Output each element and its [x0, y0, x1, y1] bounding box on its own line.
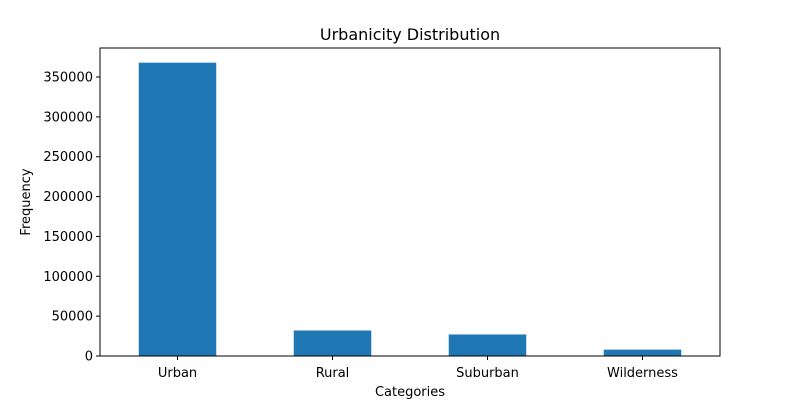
bar-wilderness	[603, 349, 682, 356]
bar-suburban	[448, 334, 527, 356]
y-tick-label: 300000	[43, 110, 93, 125]
y-tick-label: 50000	[52, 310, 93, 325]
y-axis: 0 50000 100000 150000 200000 250000 300000 3500…	[43, 71, 100, 365]
plot-frame	[99, 47, 721, 357]
y-tick-label: 350000	[43, 71, 93, 86]
y-tick-label: 150000	[43, 230, 93, 245]
x-tick-label: Wilderness	[607, 366, 678, 381]
x-axis-label: Categories	[375, 385, 445, 400]
y-tick-label: 100000	[43, 270, 93, 285]
y-tick-label: 0	[85, 350, 93, 365]
y-axis-label: Frequency	[19, 168, 34, 235]
y-tick-label: 200000	[43, 190, 93, 205]
x-tick-label: Rural	[316, 366, 350, 381]
bar-rural	[293, 330, 372, 356]
bars-layer	[138, 62, 682, 357]
x-tick-label: Urban	[158, 366, 197, 381]
x-axis: Urban Rural Suburban Wilderness	[158, 356, 678, 381]
x-tick-label: Suburban	[456, 366, 519, 381]
y-tick-label: 250000	[43, 150, 93, 165]
chart-title: Urbanicity Distribution	[320, 25, 500, 44]
bar-urban	[138, 62, 217, 357]
